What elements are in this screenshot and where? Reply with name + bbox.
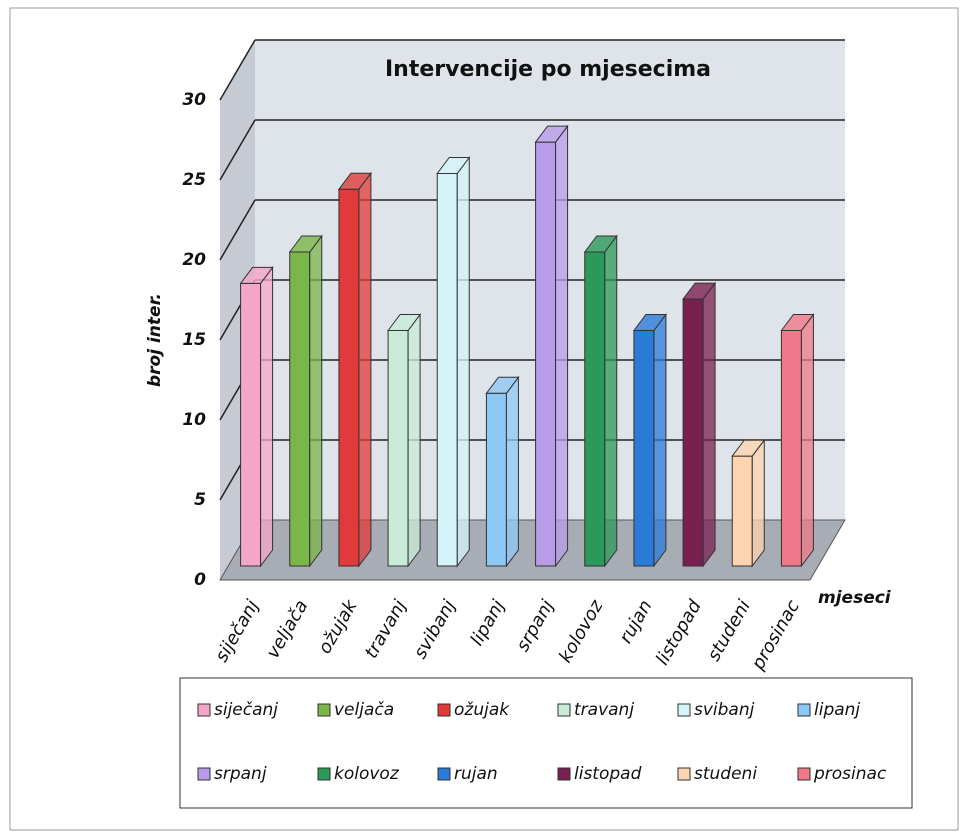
- bar-face: [309, 234, 323, 568]
- bar-face: [780, 314, 815, 331]
- bar-face: [288, 235, 323, 253]
- legend-label: studeni: [694, 764, 757, 784]
- legend-label: siječanj: [214, 700, 278, 720]
- legend-swatch: [797, 767, 811, 781]
- legend-label: ožujak: [454, 700, 510, 720]
- y-tick-label: 30: [182, 90, 206, 110]
- bar-face: [407, 313, 421, 568]
- bar-face: [751, 438, 765, 568]
- bar-face: [436, 157, 471, 174]
- bar-face: [633, 330, 655, 567]
- bar-face: [456, 156, 470, 568]
- y-tick-label: 20: [182, 250, 206, 270]
- bar: [387, 313, 422, 568]
- bar-face: [535, 141, 557, 567]
- grid-line: [219, 199, 256, 261]
- y-tick-label: 0: [194, 570, 206, 590]
- grid-line: [219, 119, 256, 181]
- bar-face: [653, 313, 667, 568]
- legend-label: veljača: [334, 700, 394, 720]
- bar-face: [485, 392, 507, 567]
- bar-face: [682, 282, 717, 300]
- legend-swatch: [677, 703, 691, 717]
- bar-face: [239, 266, 274, 284]
- legend-label: kolovoz: [334, 764, 400, 784]
- bar: [436, 156, 471, 568]
- y-axis-label: broj inter.: [145, 293, 165, 387]
- bar: [731, 438, 766, 568]
- bar: [239, 265, 274, 568]
- y-tick-label: 5: [194, 490, 206, 510]
- grid-line: [219, 39, 256, 101]
- legend-label: srpanj: [214, 764, 267, 784]
- legend-swatch: [197, 703, 211, 717]
- legend-label: travanj: [574, 700, 634, 720]
- legend-swatch: [557, 767, 571, 781]
- bar-face: [583, 235, 618, 253]
- legend-label: lipanj: [814, 700, 860, 720]
- legend-swatch: [317, 767, 331, 781]
- bar: [632, 313, 667, 568]
- bar: [780, 313, 815, 568]
- bar: [288, 234, 323, 568]
- bar-face: [485, 376, 520, 394]
- bar-face: [800, 313, 814, 568]
- bar: [682, 281, 717, 568]
- bar-face: [338, 188, 360, 567]
- bar-face: [260, 265, 274, 568]
- bar-face: [632, 314, 667, 331]
- legend-label: svibanj: [694, 700, 755, 720]
- bar-face: [337, 172, 372, 190]
- bar-face: [702, 281, 716, 568]
- bar-face: [584, 251, 606, 567]
- bar-face: [731, 455, 753, 567]
- legend-label: prosinac: [813, 764, 887, 784]
- bar: [583, 234, 618, 568]
- legend-swatch: [557, 703, 571, 717]
- bar-face: [555, 124, 569, 568]
- bar: [337, 171, 372, 568]
- bar: [485, 375, 520, 568]
- legend-label: listopad: [574, 764, 642, 784]
- bar-face: [534, 125, 569, 143]
- legend-swatch: [197, 767, 211, 781]
- bar-face: [289, 251, 311, 567]
- bar-face: [240, 282, 262, 567]
- bar-face: [731, 439, 766, 457]
- y-tick-label: 15: [182, 330, 206, 350]
- legend-label: rujan: [454, 764, 498, 784]
- bar-face: [387, 330, 409, 567]
- bar-face: [436, 173, 458, 567]
- legend-swatch: [677, 767, 691, 781]
- legend-swatch: [437, 703, 451, 717]
- legend-swatch: [437, 767, 451, 781]
- bar-face: [604, 234, 618, 568]
- bar-face: [358, 171, 372, 568]
- x-axis-label: mjeseci: [818, 588, 892, 608]
- y-tick-label: 25: [182, 170, 206, 190]
- bar-face: [682, 298, 704, 567]
- bar-face: [387, 314, 422, 331]
- legend-swatch: [317, 703, 331, 717]
- legend-swatch: [797, 703, 811, 717]
- chart-title: Intervencije po mjesecima: [385, 57, 711, 82]
- bar-face: [780, 330, 802, 567]
- bar: [534, 124, 569, 568]
- y-tick-label: 10: [182, 410, 206, 430]
- legend: [179, 677, 913, 809]
- bar-face: [505, 375, 519, 568]
